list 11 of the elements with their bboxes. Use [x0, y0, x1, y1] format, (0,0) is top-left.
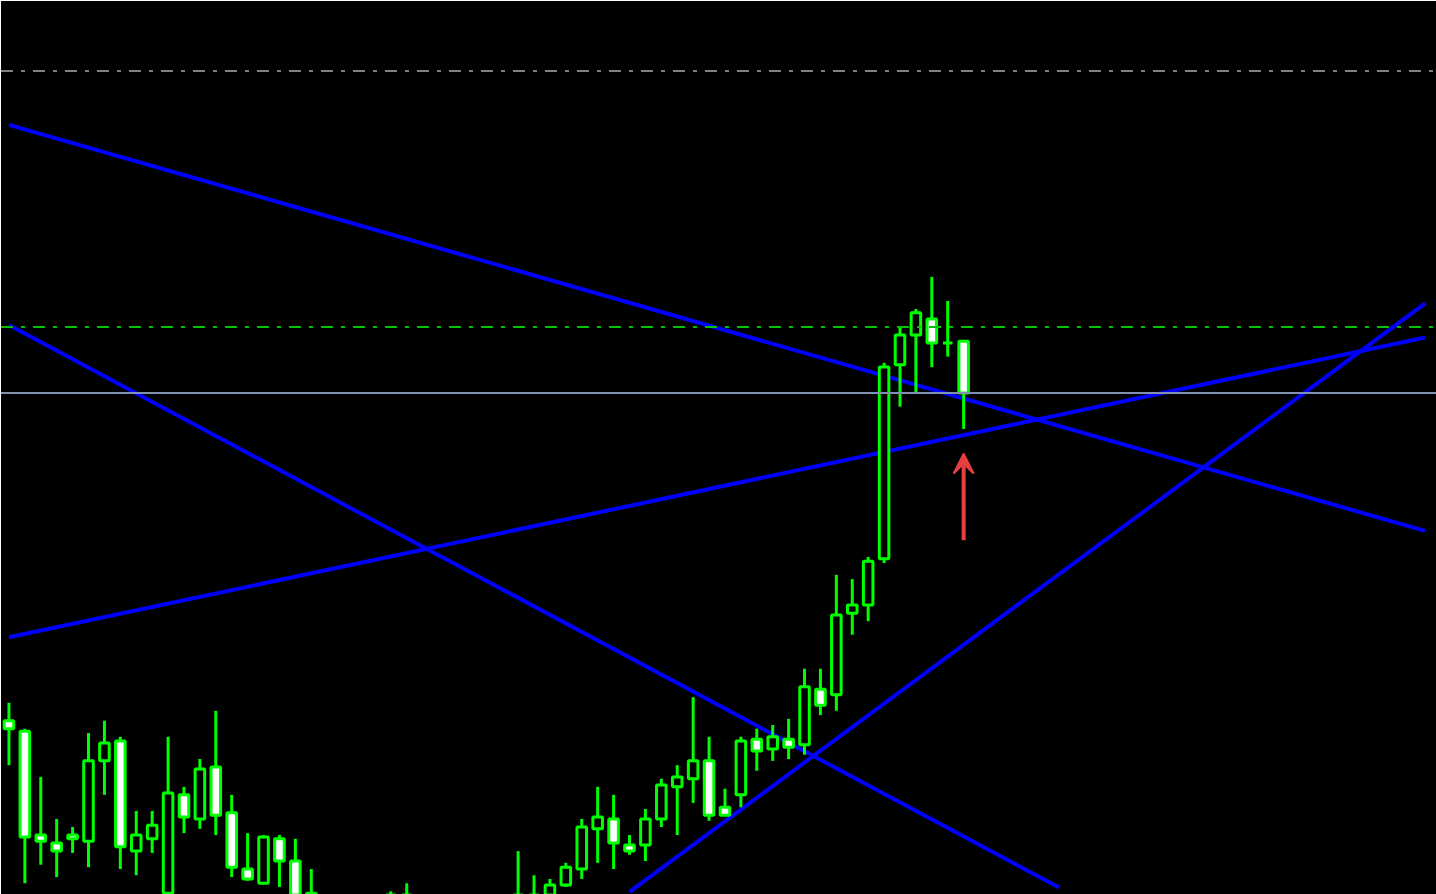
candlestick	[893, 325, 907, 409]
candlestick	[639, 807, 652, 863]
candlestick	[2, 701, 16, 767]
candlestick	[177, 785, 191, 835]
candlestick	[909, 307, 923, 395]
candlestick	[34, 775, 48, 867]
candlestick	[718, 787, 732, 817]
candlestick	[50, 817, 63, 879]
candlestick	[623, 833, 636, 857]
candlestick	[925, 275, 939, 369]
candlestick	[941, 299, 954, 359]
